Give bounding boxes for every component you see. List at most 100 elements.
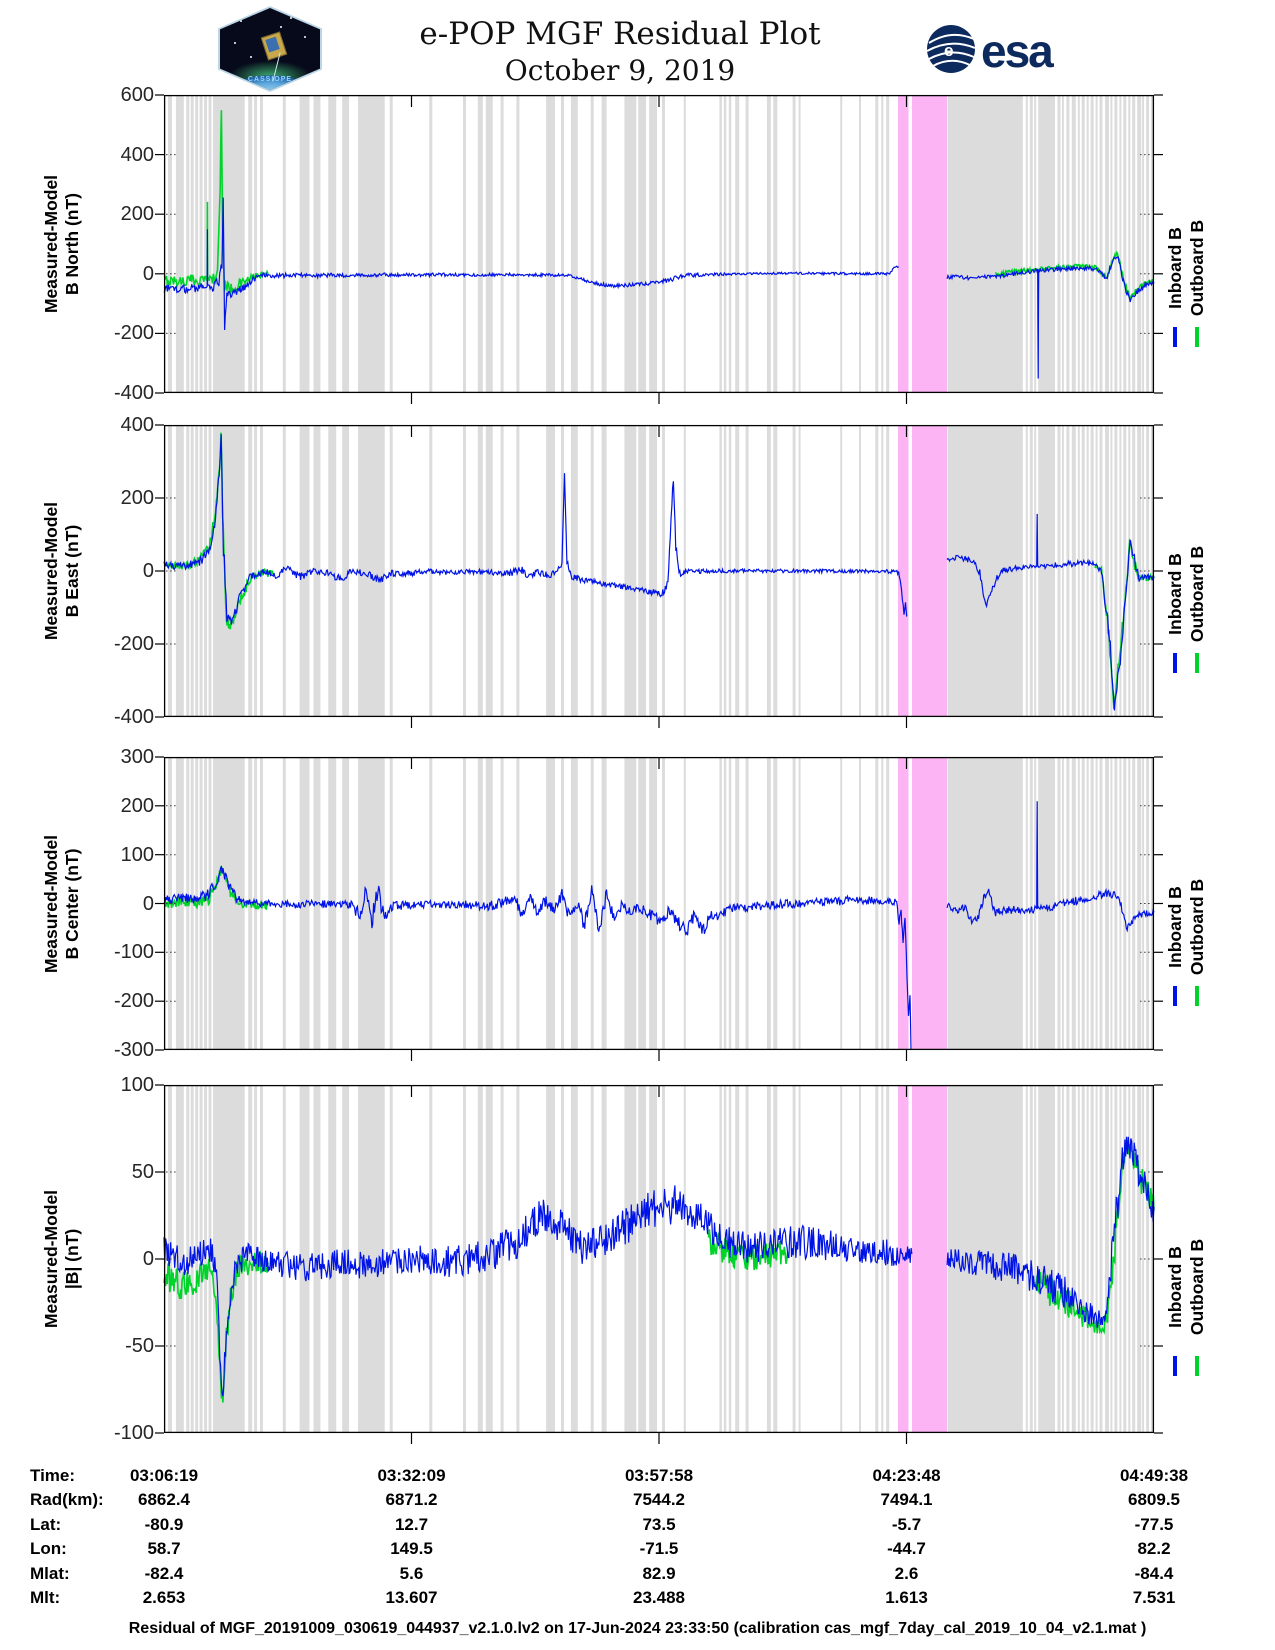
shaded-band-gray bbox=[1038, 757, 1055, 1050]
shaded-band-gray bbox=[1071, 1085, 1076, 1433]
shaded-band-gray bbox=[1132, 757, 1136, 1050]
y-tick-label: 0 bbox=[142, 892, 154, 915]
shaded-band-gray bbox=[429, 1085, 433, 1433]
shaded-band-magenta bbox=[898, 757, 909, 1050]
shaded-band-gray bbox=[1099, 95, 1103, 393]
shaded-band-gray bbox=[299, 95, 310, 393]
shaded-band-gray bbox=[1071, 95, 1076, 393]
shaded-band-gray bbox=[1137, 95, 1142, 393]
y-tick-label: -200 bbox=[113, 322, 154, 345]
shaded-band-gray bbox=[624, 1085, 637, 1433]
legend-line-sample bbox=[1195, 327, 1199, 348]
shaded-band-gray bbox=[1123, 757, 1127, 1050]
inboard-b-trace bbox=[946, 1136, 1155, 1328]
shaded-band-magenta bbox=[912, 425, 947, 717]
table-value: 04:23:48 bbox=[872, 1466, 941, 1485]
esa-logo: e esa bbox=[926, 25, 1056, 77]
shaded-band-gray bbox=[1110, 425, 1113, 717]
patch-label: CASSIOPE bbox=[247, 76, 293, 83]
shaded-band-gray bbox=[683, 1085, 686, 1433]
shaded-band-gray bbox=[389, 95, 393, 393]
shaded-band-gray bbox=[590, 95, 594, 393]
shaded-band-gray bbox=[1105, 1085, 1109, 1433]
y-axis-label-line: B Center (nT) bbox=[62, 848, 83, 959]
shaded-band-gray bbox=[886, 95, 890, 393]
shaded-band-gray bbox=[477, 757, 483, 1050]
shaded-band-gray bbox=[342, 425, 350, 717]
y-tick-label: -400 bbox=[113, 382, 154, 404]
shaded-band-gray bbox=[947, 95, 1023, 393]
shaded-band-gray bbox=[875, 95, 879, 393]
shaded-band-gray bbox=[546, 95, 555, 393]
shaded-band-gray bbox=[208, 425, 212, 717]
shaded-band-gray bbox=[1071, 425, 1076, 717]
esa-wordmark: esa bbox=[981, 25, 1054, 77]
table-value: 7544.2 bbox=[633, 1490, 685, 1509]
table-value: 1.613 bbox=[885, 1588, 928, 1607]
table-value: 2.6 bbox=[894, 1564, 919, 1583]
shaded-band-gray bbox=[204, 425, 208, 717]
shaded-band-gray bbox=[1123, 1085, 1127, 1433]
shaded-band-gray bbox=[282, 1085, 286, 1433]
shaded-band-gray bbox=[1061, 425, 1064, 717]
shaded-band-gray bbox=[1057, 425, 1061, 717]
shaded-band-gray bbox=[662, 95, 665, 393]
shaded-band-gray bbox=[1128, 1085, 1131, 1433]
y-tick-label: -50 bbox=[125, 1335, 154, 1357]
shaded-band-gray bbox=[1146, 1085, 1150, 1433]
y-axis-label-line: B East (nT) bbox=[62, 524, 83, 618]
y-axis-label-line: Measured-Model bbox=[41, 501, 62, 641]
shaded-band-gray bbox=[745, 95, 749, 393]
legend-line-sample bbox=[1173, 652, 1177, 673]
table-value: 03:06:19 bbox=[129, 1466, 199, 1485]
shaded-band-gray bbox=[1025, 1085, 1028, 1433]
shaded-band-gray bbox=[1057, 1085, 1061, 1433]
shaded-band-gray bbox=[723, 425, 727, 717]
shaded-band-gray bbox=[1114, 1085, 1118, 1433]
shaded-band-gray bbox=[485, 95, 493, 393]
shaded-band-gray bbox=[1029, 757, 1033, 1050]
shaded-band-gray bbox=[1146, 95, 1150, 393]
y-tick-label: 0 bbox=[142, 560, 154, 582]
shaded-band-gray bbox=[570, 1085, 578, 1433]
shaded-band-gray bbox=[840, 757, 843, 1050]
shaded-band-gray bbox=[1066, 425, 1070, 717]
legend-label: Outboard B bbox=[1187, 1238, 1207, 1335]
y-tick-label: 200 bbox=[120, 203, 154, 226]
shaded-band-gray bbox=[1077, 425, 1080, 717]
shaded-band-magenta bbox=[912, 757, 947, 1050]
shaded-band-gray bbox=[500, 1085, 504, 1433]
shaded-band-gray bbox=[735, 1085, 740, 1433]
table-value: 03:57:58 bbox=[624, 1466, 694, 1485]
shaded-band-gray bbox=[649, 1085, 657, 1433]
shaded-band-gray bbox=[683, 95, 686, 393]
shaded-band-gray bbox=[1151, 757, 1154, 1050]
y-axis-label-line: Measured-Model bbox=[41, 1189, 62, 1329]
shaded-band-gray bbox=[1123, 95, 1127, 393]
table-value: -71.5 bbox=[639, 1539, 679, 1558]
shaded-band-gray bbox=[1077, 757, 1080, 1050]
shaded-band-gray bbox=[477, 95, 483, 393]
shaded-band-gray bbox=[463, 95, 466, 393]
shaded-band-gray bbox=[590, 757, 594, 1050]
shaded-band-gray bbox=[1057, 757, 1061, 1050]
shaded-band-gray bbox=[875, 1085, 879, 1433]
shaded-band-gray bbox=[204, 757, 208, 1050]
shaded-band-gray bbox=[638, 1085, 647, 1433]
shaded-band-gray bbox=[792, 757, 796, 1050]
shaded-band-gray bbox=[1057, 95, 1061, 393]
table-value: 73.5 bbox=[642, 1515, 676, 1534]
table-value: 04:49:38 bbox=[1119, 1466, 1189, 1485]
shaded-band-gray bbox=[328, 425, 337, 717]
shaded-band-gray bbox=[463, 1085, 466, 1433]
table-value: 7494.1 bbox=[880, 1490, 933, 1509]
shaded-band-gray bbox=[662, 757, 665, 1050]
table-value: -5.7 bbox=[891, 1515, 922, 1534]
shaded-band-gray bbox=[1086, 425, 1089, 717]
shaded-band-gray bbox=[1081, 757, 1085, 1050]
shaded-band-gray bbox=[1038, 95, 1055, 393]
shaded-band-gray bbox=[516, 95, 520, 393]
shaded-band-gray bbox=[662, 425, 665, 717]
shaded-band-gray bbox=[1095, 95, 1098, 393]
panel-3-legend: Inboard B Outboard B bbox=[1163, 867, 1209, 987]
